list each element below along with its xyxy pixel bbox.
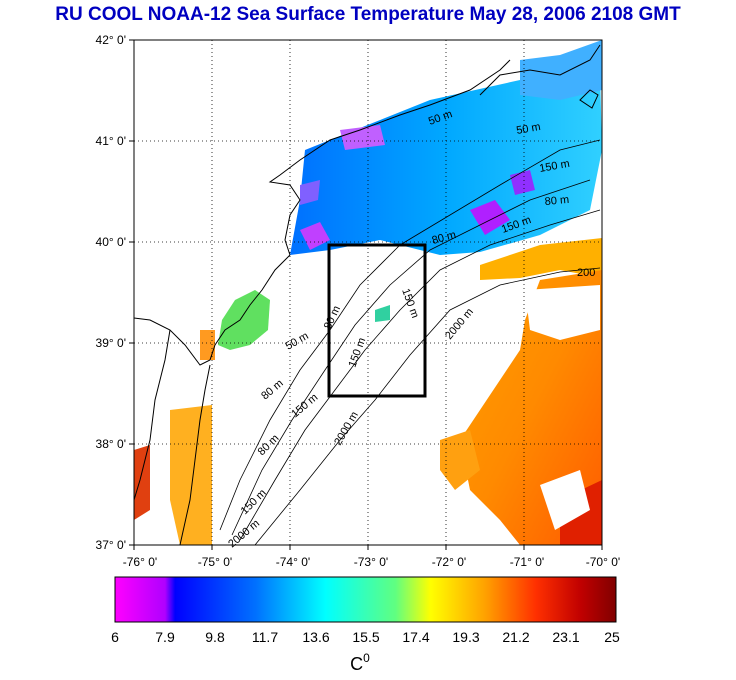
- southern-warm-water: [170, 405, 212, 545]
- cool-patch: [375, 305, 390, 322]
- cold-spot: [340, 125, 385, 150]
- lat-tick-label: 37° 0': [96, 538, 126, 552]
- longitude-axis: -76° 0' -75° 0' -74° 0' -73° 0' -72° 0' …: [123, 555, 620, 569]
- colorbar-axis: 6 7.9 9.8 11.7 13.6 15.5 17.4 19.3 21.2 …: [111, 629, 620, 645]
- colorbar-unit-superscript: 0: [363, 651, 370, 665]
- nearshore-water: [218, 290, 270, 350]
- colorbar-tick-label: 9.8: [205, 629, 225, 645]
- colorbar-tick-label: 6: [111, 629, 119, 645]
- colorbar-unit: C: [350, 654, 363, 674]
- cold-spot: [510, 170, 535, 195]
- lat-tick-label: 38° 0': [96, 437, 126, 451]
- warm-eddy: [440, 430, 480, 490]
- lon-tick-label: -73° 0': [354, 555, 388, 569]
- long-island-coast: [268, 59, 511, 256]
- colorbar-tick-label: 13.6: [302, 629, 329, 645]
- cold-spot: [300, 180, 320, 205]
- delmarva-coast: [179, 364, 211, 545]
- new-england-coast: [479, 44, 601, 96]
- colorbar-tick-label: 25: [604, 629, 620, 645]
- lat-tick-label: 41° 0': [96, 134, 126, 148]
- colorbar-tick-label: 21.2: [502, 629, 529, 645]
- lat-tick-label: 40° 0': [96, 235, 126, 249]
- study-area-box: [327, 243, 427, 398]
- latitude-axis: 42° 0' 41° 0' 40° 0' 39° 0' 38° 0' 37° 0…: [96, 33, 126, 552]
- colorbar-gradient: [114, 576, 617, 623]
- graticule: [134, 40, 602, 545]
- island: [579, 89, 599, 109]
- colorbar-tick-label: 23.1: [552, 629, 579, 645]
- contour-label: 200: [577, 267, 595, 279]
- coastline: [134, 44, 601, 545]
- cloud-mask: [525, 285, 600, 340]
- sst-map: 50 m 50 m 50 m 80 m 80 m 80 m 80 m 80 m …: [96, 33, 621, 569]
- cold-spot: [470, 200, 510, 235]
- lon-tick-label: -74° 0': [276, 555, 310, 569]
- colorbar-tick-label: 15.5: [352, 629, 379, 645]
- contour-label: 150 m: [538, 158, 570, 175]
- bathymetry-contours: [219, 139, 601, 545]
- chesapeake-shore: [134, 329, 171, 501]
- contour-label: 50 m: [515, 121, 541, 137]
- map-title: RU COOL NOAA-12 Sea Surface Temperature …: [55, 4, 681, 25]
- colorbar-unit-label: C0: [350, 651, 370, 674]
- warm-slope-water: [480, 238, 602, 280]
- cloud-mask: [540, 470, 590, 530]
- cool-water-north: [520, 40, 602, 100]
- delaware-bay-water: [200, 330, 215, 360]
- axis-ticks: [129, 39, 603, 550]
- contour-50m: [219, 139, 601, 531]
- contour-150m: [239, 209, 601, 541]
- colorbar-tick-label: 19.3: [452, 629, 479, 645]
- colorbar-tick-label: 17.4: [402, 629, 429, 645]
- lon-tick-label: -70° 0': [586, 555, 620, 569]
- lon-tick-label: -72° 0': [432, 555, 466, 569]
- contour-80m: [231, 179, 591, 536]
- lon-tick-label: -76° 0': [123, 555, 157, 569]
- colorbar: 6 7.9 9.8 11.7 13.6 15.5 17.4 19.3 21.2 …: [111, 576, 620, 674]
- cold-spot: [300, 222, 330, 250]
- lon-tick-label: -75° 0': [198, 555, 232, 569]
- contour-label: 80 m: [544, 194, 569, 208]
- colorbar-tick-label: 7.9: [155, 629, 175, 645]
- colorbar-tick-label: 11.7: [252, 629, 278, 645]
- lon-tick-label: -71° 0': [510, 555, 544, 569]
- lat-tick-label: 42° 0': [96, 33, 126, 47]
- contour-2000m: [254, 267, 601, 545]
- chesapeake-warm-water: [134, 445, 150, 520]
- lat-tick-label: 39° 0': [96, 336, 126, 350]
